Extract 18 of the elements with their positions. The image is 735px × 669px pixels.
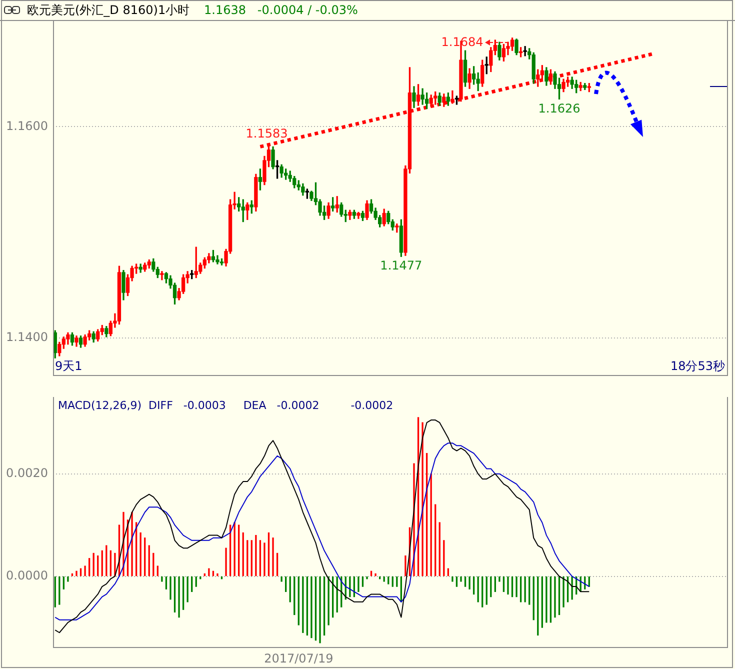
- annotation: 1.1684: [441, 35, 484, 50]
- chart-title: MACD(12,26,9) DIFF -0.0003 DEA -0.0002 -0.0002: [58, 399, 394, 413]
- y-tick-label: 1.1400: [6, 330, 48, 344]
- annotation: 1.1583: [246, 126, 288, 141]
- annotation: 1.1477: [380, 258, 422, 273]
- y-tick-label: 0.0020: [6, 466, 48, 480]
- annotation: 1.1626: [538, 101, 580, 116]
- annotation: 9天1: [55, 359, 82, 374]
- y-tick-label: 1.1600: [6, 118, 48, 133]
- chart-subtitle: 1.1638 -0.0004 / -0.03%: [204, 2, 358, 19]
- y-tick-label: 0.0000: [6, 568, 48, 582]
- candlestick: [138, 264, 142, 273]
- annotation: 18分53秒: [670, 359, 725, 374]
- x-tick-label: 2017/07/19: [264, 651, 334, 666]
- chart-title: 欧元美元(外汇_D 8160)1小时: [27, 2, 190, 19]
- candlestick: [523, 46, 527, 56]
- candlestick: [450, 90, 454, 104]
- candlestick: [160, 271, 164, 280]
